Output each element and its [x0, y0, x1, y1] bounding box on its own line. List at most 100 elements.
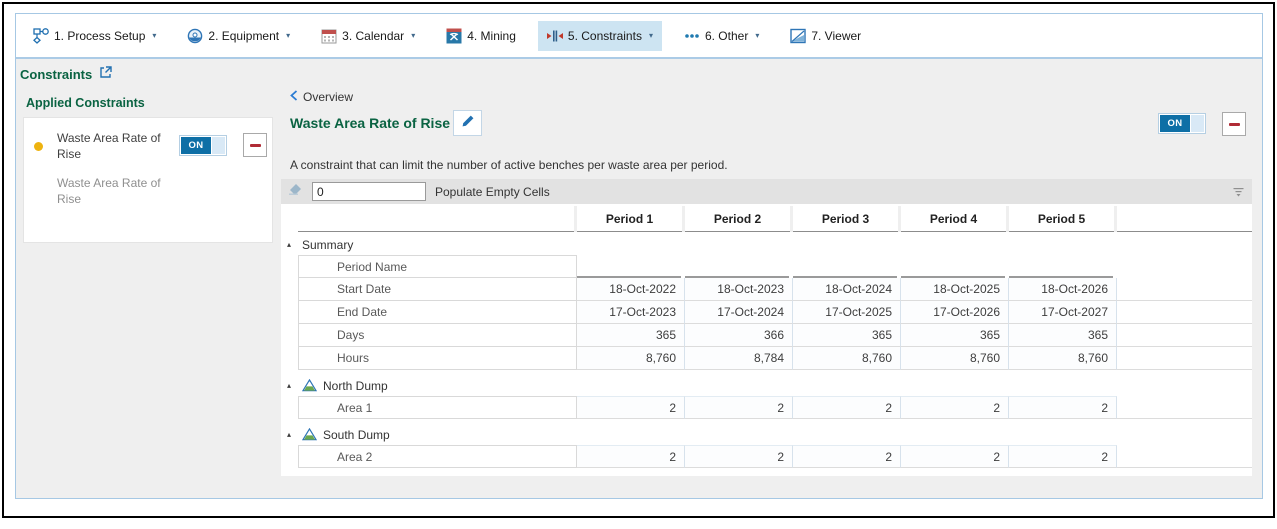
row-trailing-cell [1117, 347, 1252, 370]
toggle-knob [1191, 115, 1204, 132]
nav-tab-6-other[interactable]: 6. Other▾ [675, 21, 768, 51]
toggle-on-label: ON [1160, 115, 1190, 132]
open-external-icon[interactable] [99, 66, 112, 82]
edit-name-button[interactable] [453, 110, 482, 136]
cell-end-date-period-2[interactable]: 17-Oct-2024 [685, 301, 793, 324]
header-trailing-cell [1117, 206, 1252, 232]
collapse-icon[interactable]: ▴ [287, 382, 296, 390]
cell-area-2-period-2[interactable]: 2 [685, 445, 793, 468]
periods-table: Period 1Period 2Period 3Period 4Period 5… [281, 204, 1252, 476]
chevron-left-icon [290, 90, 298, 104]
cell-area-2-period-4[interactable]: 2 [901, 445, 1009, 468]
table-row-area-1: Area 122222 [281, 396, 1252, 419]
minus-icon [1229, 123, 1240, 126]
cell-period-name-period-5[interactable] [1009, 255, 1113, 278]
group-label: Summary [302, 238, 353, 252]
constraint-item-toggle[interactable]: ON [179, 135, 227, 156]
table-row-end-date: End Date17-Oct-202317-Oct-202417-Oct-202… [281, 301, 1252, 324]
nav-tab-2-equipment[interactable]: 2. Equipment▾ [178, 21, 299, 51]
column-header-period-1: Period 1 [577, 206, 682, 232]
remove-constraint-button[interactable] [1222, 112, 1246, 136]
cell-hours-period-5[interactable]: 8,760 [1009, 347, 1117, 370]
eraser-icon[interactable] [288, 182, 303, 201]
cell-start-date-period-2[interactable]: 18-Oct-2023 [685, 278, 793, 301]
other-icon [684, 28, 700, 44]
group-header-row: ▴South Dump [281, 424, 1252, 445]
cell-days-period-3[interactable]: 365 [793, 324, 901, 347]
dump-icon [302, 428, 317, 441]
constraint-item-subtitle: Waste Area Rate of Rise [57, 175, 179, 207]
cell-hours-period-4[interactable]: 8,760 [901, 347, 1009, 370]
cell-days-period-1[interactable]: 365 [577, 324, 685, 347]
constraints-icon [547, 28, 563, 44]
cell-hours-period-1[interactable]: 8,760 [577, 347, 685, 370]
cell-end-date-period-1[interactable]: 17-Oct-2023 [577, 301, 685, 324]
cell-end-date-period-3[interactable]: 17-Oct-2025 [793, 301, 901, 324]
process-setup-icon [33, 28, 49, 44]
cell-hours-period-3[interactable]: 8,760 [793, 347, 901, 370]
constraint-grid: Populate Empty Cells Period 1Period 2Per… [281, 179, 1252, 476]
cell-period-name-period-3[interactable] [793, 255, 897, 278]
row-label: Start Date [298, 278, 577, 301]
collapse-icon[interactable]: ▴ [287, 431, 296, 439]
cell-area-1-period-3[interactable]: 2 [793, 396, 901, 419]
dump-icon [302, 379, 317, 392]
constraints-sidebar: Constraints Applied Constraints Waste Ar… [16, 61, 281, 498]
remove-constraint-button[interactable] [243, 133, 267, 157]
group-header-row: ▴North Dump [281, 375, 1252, 396]
grid-toolbar: Populate Empty Cells [281, 179, 1252, 204]
populate-empty-cells-label: Populate Empty Cells [435, 185, 550, 199]
nav-tab-7-viewer[interactable]: 7. Viewer [781, 21, 870, 51]
collapse-icon[interactable]: ▴ [287, 241, 296, 249]
table-row-area-2: Area 222222 [281, 445, 1252, 468]
row-trailing-cell [1117, 301, 1252, 324]
cell-start-date-period-4[interactable]: 18-Oct-2025 [901, 278, 1009, 301]
filter-icon[interactable] [1232, 185, 1245, 203]
row-gutter [281, 255, 298, 278]
back-to-overview-link[interactable]: Overview [290, 90, 353, 104]
table-group-summary: ▴ Summary Period NameStart Date18-Oct-2022… [281, 234, 1252, 370]
cell-period-name-period-1[interactable] [577, 255, 681, 278]
cell-period-name-period-4[interactable] [901, 255, 1005, 278]
applied-constraint-item[interactable]: Waste Area Rate of Rise ON Waste Area Ra… [23, 117, 273, 243]
row-gutter [281, 445, 298, 468]
cell-days-period-5[interactable]: 365 [1009, 324, 1117, 347]
header-gutter [281, 206, 298, 232]
nav-tab-1-process-setup[interactable]: 1. Process Setup▾ [24, 21, 165, 51]
nav-tab-3-calendar[interactable]: 3. Calendar▾ [312, 21, 424, 51]
cell-hours-period-2[interactable]: 8,784 [685, 347, 793, 370]
cell-area-2-period-3[interactable]: 2 [793, 445, 901, 468]
cell-start-date-period-3[interactable]: 18-Oct-2024 [793, 278, 901, 301]
page-title: Waste Area Rate of Rise [290, 115, 450, 131]
table-row-hours: Hours8,7608,7848,7608,7608,760 [281, 347, 1252, 370]
cell-days-period-4[interactable]: 365 [901, 324, 1009, 347]
row-label: Area 2 [298, 445, 577, 468]
toggle-knob [212, 137, 225, 154]
table-group-north-dump: ▴North DumpArea 122222 [281, 375, 1252, 419]
back-link-label: Overview [303, 90, 353, 104]
nav-tab-5-constraints[interactable]: 5. Constraints▾ [538, 21, 662, 51]
row-trailing-cell [1117, 324, 1252, 347]
cell-area-2-period-1[interactable]: 2 [577, 445, 685, 468]
populate-value-input[interactable] [312, 182, 426, 201]
mining-icon [446, 28, 462, 44]
cell-area-1-period-1[interactable]: 2 [577, 396, 685, 419]
table-row-period-name: Period Name [281, 255, 1252, 278]
cell-area-1-period-4[interactable]: 2 [901, 396, 1009, 419]
cell-area-2-period-5[interactable]: 2 [1009, 445, 1117, 468]
calendar-icon [321, 28, 337, 44]
cell-period-name-period-2[interactable] [685, 255, 789, 278]
cell-days-period-2[interactable]: 366 [685, 324, 793, 347]
constraint-enabled-toggle[interactable]: ON [1158, 113, 1206, 134]
cell-area-1-period-5[interactable]: 2 [1009, 396, 1117, 419]
cell-start-date-period-1[interactable]: 18-Oct-2022 [577, 278, 685, 301]
cell-area-1-period-2[interactable]: 2 [685, 396, 793, 419]
cell-start-date-period-5[interactable]: 18-Oct-2026 [1009, 278, 1117, 301]
cell-end-date-period-5[interactable]: 17-Oct-2027 [1009, 301, 1117, 324]
pencil-icon [461, 114, 475, 133]
row-label: Area 1 [298, 396, 577, 419]
cell-end-date-period-4[interactable]: 17-Oct-2026 [901, 301, 1009, 324]
applied-constraints-heading: Applied Constraints [26, 96, 145, 110]
nav-tab-4-mining[interactable]: 4. Mining [437, 21, 525, 51]
sidebar-title: Constraints [20, 67, 92, 82]
